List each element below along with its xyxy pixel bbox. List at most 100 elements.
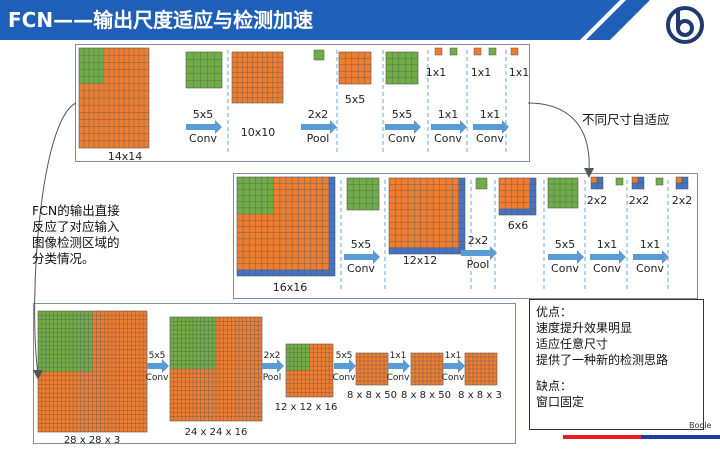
panel-14x14 bbox=[75, 44, 530, 162]
connector-arrow-head bbox=[33, 370, 43, 380]
feature-grid-12x12 bbox=[388, 177, 466, 255]
op-kernel-label: 5x5 bbox=[336, 351, 353, 361]
feature-size-label: 8 x 8 x 50 bbox=[347, 390, 397, 401]
op-type-label: Conv bbox=[333, 373, 356, 383]
conv-arrow-icon bbox=[431, 120, 467, 134]
op-kernel-label: 5x5 bbox=[392, 108, 413, 121]
op-type-label: Conv bbox=[593, 262, 621, 275]
target-logo-icon bbox=[666, 6, 704, 44]
fcn-note: FCN的输出直接 反应了对应输入 图像检测区域的 分类情况。 bbox=[32, 203, 120, 267]
op-kernel-label: 1x1 bbox=[480, 108, 501, 121]
input-size-label: 14x14 bbox=[108, 150, 143, 163]
feature-grid-10x10 bbox=[231, 51, 284, 104]
brand-mark: Boole bbox=[689, 421, 712, 430]
op-type-label: Pool bbox=[467, 258, 490, 271]
output-cell bbox=[615, 177, 624, 186]
connector-arrow bbox=[527, 102, 590, 173]
output-2x2-cell bbox=[637, 182, 645, 190]
output-2x2-cell bbox=[681, 182, 689, 190]
conv-arrow-icon bbox=[186, 120, 222, 134]
feature-grid-8x8-a bbox=[355, 352, 389, 386]
op-type-label: Conv bbox=[146, 373, 169, 383]
feature-size-label: 2x2 bbox=[672, 194, 693, 207]
page-title: FCN——输出尺度适应与检测加速 bbox=[8, 8, 314, 32]
input-grid-16x16 bbox=[236, 176, 336, 277]
feature-size-label: 1x1 bbox=[471, 66, 492, 79]
feature-grid-12x12 bbox=[285, 343, 334, 398]
op-kernel-label: 1x1 bbox=[438, 108, 459, 121]
feature-size-label: 8 x 8 x 3 bbox=[458, 390, 502, 401]
receptive-green-grid-2 bbox=[547, 177, 579, 209]
feature-size-label: 10x10 bbox=[241, 126, 276, 139]
op-kernel-label: 5x5 bbox=[193, 108, 214, 121]
op-type-label: Conv bbox=[434, 132, 462, 145]
op-type-label: Pool bbox=[307, 132, 330, 145]
op-kernel-label: 5x5 bbox=[351, 238, 372, 251]
op-kernel-label: 1x1 bbox=[597, 238, 618, 251]
fcn-note-line: 图像检测区域的 bbox=[32, 235, 120, 250]
conv-arrow-icon bbox=[334, 359, 356, 373]
feature-size-label: 12 x 12 x 16 bbox=[275, 402, 338, 413]
op-type-label: Conv bbox=[388, 132, 416, 145]
input-size-label: 16x16 bbox=[273, 281, 308, 294]
feature-size-label: 2x2 bbox=[587, 194, 608, 207]
pros-item: 适应任意尺寸 bbox=[536, 337, 609, 351]
feature-size-label: 1x1 bbox=[509, 66, 530, 79]
op-type-label: Conv bbox=[189, 132, 217, 145]
receptive-green-grid-2 bbox=[385, 51, 419, 85]
op-kernel-label: 2x2 bbox=[468, 234, 489, 247]
pros-cons-box: 优点： 速度提升效果明显 适应任意尺寸 提供了一种新的检测思路 缺点： 窗口固定 bbox=[529, 299, 704, 430]
op-type-label: Pool bbox=[263, 373, 282, 383]
input-grid-28x28 bbox=[37, 310, 148, 433]
feature-grid-6x6 bbox=[498, 177, 537, 216]
output-cell bbox=[434, 47, 443, 56]
output-cell bbox=[449, 47, 458, 56]
op-kernel-label: 1x1 bbox=[390, 351, 407, 361]
op-type-label: Conv bbox=[442, 373, 465, 383]
input-grid-14x14 bbox=[78, 47, 150, 149]
footer-stripe-red bbox=[563, 435, 641, 439]
feature-size-label: 2x2 bbox=[629, 194, 650, 207]
feature-size-label: 8 x 8 x 50 bbox=[401, 390, 451, 401]
conv-arrow-icon bbox=[473, 120, 509, 134]
op-kernel-label: 2x2 bbox=[308, 108, 329, 121]
pros-title: 优点： bbox=[536, 305, 573, 319]
feature-size-label: 12x12 bbox=[403, 254, 438, 267]
output-cell bbox=[655, 177, 664, 186]
cons-item: 窗口固定 bbox=[536, 395, 585, 409]
feature-size-label: 6x6 bbox=[508, 219, 529, 232]
fcn-note-line: FCN的输出直接 bbox=[32, 203, 120, 218]
output-2x2-cell bbox=[596, 182, 604, 190]
op-kernel-label: 5x5 bbox=[555, 238, 576, 251]
conv-arrow-icon bbox=[548, 250, 584, 264]
output-2x2-cell bbox=[675, 176, 683, 184]
output-cell bbox=[510, 47, 519, 56]
feature-size-label: 5x5 bbox=[345, 93, 366, 106]
op-type-label: Conv bbox=[476, 132, 504, 145]
conv-arrow-icon bbox=[385, 120, 421, 134]
conv-arrow-icon bbox=[443, 359, 465, 373]
output-2x2-cell bbox=[596, 176, 604, 184]
pros-item: 提供了一种新的检测思路 bbox=[536, 353, 669, 367]
connector-arrow-head bbox=[584, 168, 594, 178]
receptive-green-grid bbox=[185, 51, 223, 89]
feature-size-label: 24 x 24 x 16 bbox=[185, 427, 248, 438]
op-type-label: Conv bbox=[347, 262, 375, 275]
conv-arrow-icon bbox=[147, 359, 169, 373]
op-type-label: Conv bbox=[387, 373, 410, 383]
output-cell bbox=[488, 47, 497, 56]
conv-arrow-icon bbox=[461, 246, 497, 260]
output-2x2-cell bbox=[590, 182, 598, 190]
conv-arrow-icon bbox=[633, 250, 669, 264]
conv-arrow-icon bbox=[301, 120, 337, 134]
op-kernel-label: 5x5 bbox=[149, 351, 166, 361]
fcn-note-line: 分类情况。 bbox=[32, 251, 95, 266]
output-2x2-cell bbox=[681, 176, 689, 184]
conv-arrow-icon bbox=[262, 359, 284, 373]
op-kernel-label: 2x2 bbox=[264, 351, 281, 361]
conv-arrow-icon bbox=[344, 250, 380, 264]
connector-arrow bbox=[34, 102, 77, 375]
fcn-note-line: 反应了对应输入 bbox=[32, 219, 120, 234]
receptive-green-grid bbox=[346, 177, 380, 211]
output-cell bbox=[473, 47, 482, 56]
